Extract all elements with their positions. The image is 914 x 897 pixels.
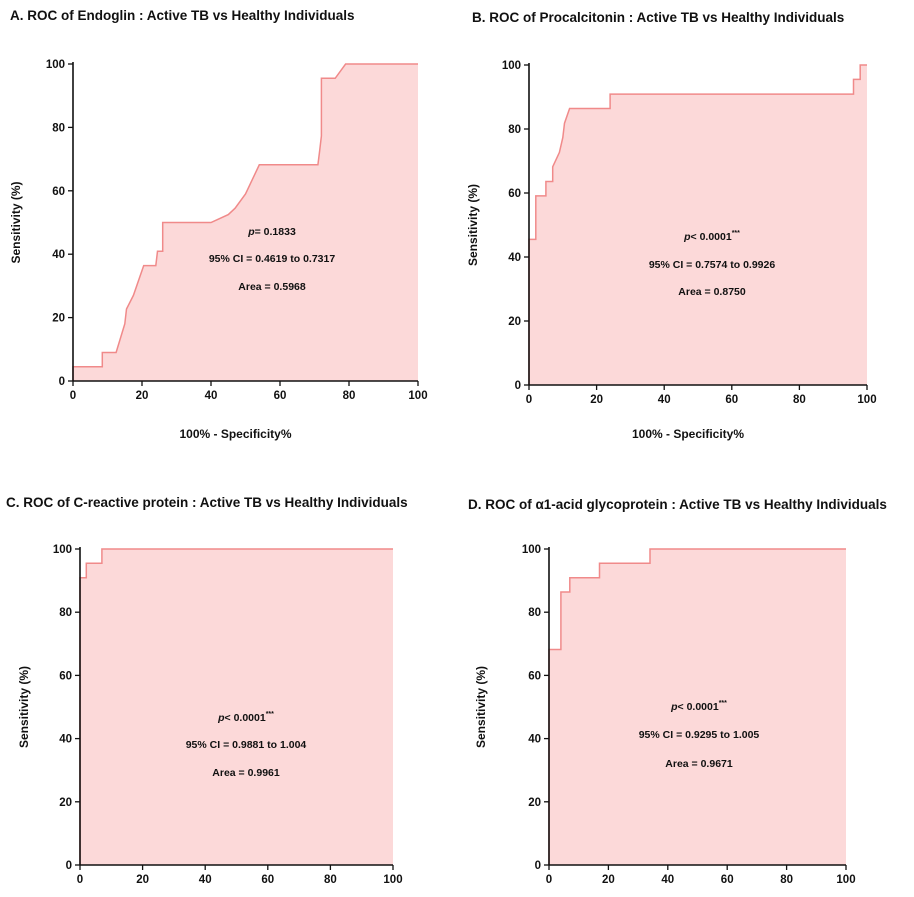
y-tick-label: 100 — [46, 59, 65, 71]
ci-annotation: 95% CI = 0.7574 to 0.9926 — [649, 259, 776, 271]
x-tick-label: 80 — [780, 874, 793, 886]
y-axis-label: Sensitivity (%) — [9, 181, 23, 263]
x-tick-label: 0 — [70, 390, 76, 402]
roc-area-fill — [80, 549, 393, 865]
panel-d-title: D. ROC of α1-acid glycoprotein : Active … — [468, 497, 887, 512]
roc-chart-alpha1-acid-glycoprotein: 0 20 40 60 80 100 0 20 40 60 80 100 Sensitivity (%) p… — [474, 544, 856, 886]
y-axis-label: Sensitivity (%) — [17, 666, 31, 748]
x-tick-label: 40 — [658, 394, 671, 406]
y-tick-label: 60 — [508, 188, 521, 200]
panel-c-title: C. ROC of C-reactive protein : Active TB… — [6, 495, 408, 510]
roc-chart-endoglin: 0 20 40 60 80 100 0 20 40 60 80 100 Sensitivity (%) 1… — [9, 59, 428, 441]
panel-a-title: A. ROC of Endoglin : Active TB vs Health… — [10, 8, 355, 23]
x-tick-label: 60 — [274, 390, 287, 402]
y-tick-label: 100 — [502, 60, 521, 72]
y-axis-label: Sensitivity (%) — [474, 666, 488, 748]
x-tick-label: 60 — [721, 874, 734, 886]
x-tick-label: 80 — [324, 874, 337, 886]
y-tick-label: 80 — [528, 607, 541, 619]
y-tick-label: 40 — [52, 249, 65, 261]
x-tick-label: 100 — [383, 874, 402, 886]
panel-b-title: B. ROC of Procalcitonin : Active TB vs H… — [472, 10, 845, 25]
ci-annotation: 95% CI = 0.9881 to 1.004 — [186, 739, 307, 751]
x-tick-label: 20 — [136, 874, 149, 886]
x-tick-label: 60 — [725, 394, 738, 406]
x-axis-label: 100% - Specificity% — [179, 427, 291, 441]
y-tick-label: 100 — [522, 544, 541, 556]
y-tick-label: 80 — [508, 124, 521, 136]
x-tick-label: 20 — [136, 390, 149, 402]
y-tick-label: 20 — [59, 797, 72, 809]
roc-curve-line — [72, 63, 418, 381]
x-tick-label: 0 — [546, 874, 552, 886]
p-value-annotation: p< 0.0001*** — [217, 711, 274, 724]
roc-curve-line — [548, 548, 846, 865]
y-tick-label: 60 — [59, 670, 72, 682]
y-tick-label: 60 — [528, 670, 541, 682]
y-tick-label: 0 — [515, 380, 521, 392]
y-tick-label: 40 — [508, 252, 521, 264]
roc-area-fill — [73, 64, 418, 381]
area-annotation: Area = 0.5968 — [238, 281, 306, 293]
y-tick-label: 20 — [528, 797, 541, 809]
x-tick-label: 60 — [261, 874, 274, 886]
x-tick-label: 80 — [343, 390, 356, 402]
ci-annotation: 95% CI = 0.9295 to 1.005 — [639, 729, 760, 741]
y-tick-label: 0 — [66, 860, 72, 872]
p-value-annotation: p< 0.0001*** — [683, 230, 740, 243]
roc-chart-procalcitonin: 0 20 40 60 80 100 0 20 40 60 80 100 Sensitivity (%) 1… — [466, 60, 877, 441]
p-value-annotation: p< 0.0001*** — [670, 700, 727, 713]
x-tick-label: 100 — [836, 874, 855, 886]
y-tick-label: 20 — [52, 313, 65, 325]
y-tick-label: 20 — [508, 316, 521, 328]
y-tick-label: 0 — [59, 376, 65, 388]
x-tick-label: 40 — [661, 874, 674, 886]
y-tick-label: 40 — [528, 734, 541, 746]
x-axis-label: 100% - Specificity% — [632, 427, 744, 441]
x-tick-label: 20 — [602, 874, 615, 886]
p-value-annotation: p= 0.1833 — [247, 226, 296, 238]
y-tick-label: 40 — [59, 734, 72, 746]
x-tick-label: 0 — [526, 394, 532, 406]
x-tick-label: 0 — [77, 874, 83, 886]
x-tick-label: 100 — [857, 394, 876, 406]
y-tick-label: 100 — [53, 544, 72, 556]
x-tick-label: 100 — [408, 390, 427, 402]
x-tick-label: 40 — [205, 390, 218, 402]
roc-area-fill — [549, 549, 846, 865]
ci-annotation: 95% CI = 0.4619 to 0.7317 — [209, 253, 336, 265]
y-tick-label: 80 — [59, 607, 72, 619]
y-tick-label: 80 — [52, 122, 65, 134]
x-tick-label: 20 — [590, 394, 603, 406]
y-axis-label: Sensitivity (%) — [466, 184, 480, 266]
x-tick-label: 40 — [199, 874, 212, 886]
y-tick-label: 60 — [52, 186, 65, 198]
x-tick-label: 80 — [793, 394, 806, 406]
roc-chart-c-reactive-protein: 0 20 40 60 80 100 0 20 40 60 80 100 Sensitivity (%) p… — [17, 544, 403, 886]
area-annotation: Area = 0.8750 — [678, 286, 746, 298]
area-annotation: Area = 0.9671 — [665, 758, 733, 770]
roc-curve-line — [528, 64, 867, 385]
roc-area-fill — [529, 65, 867, 385]
y-tick-label: 0 — [535, 860, 541, 872]
area-annotation: Area = 0.9961 — [212, 767, 280, 779]
